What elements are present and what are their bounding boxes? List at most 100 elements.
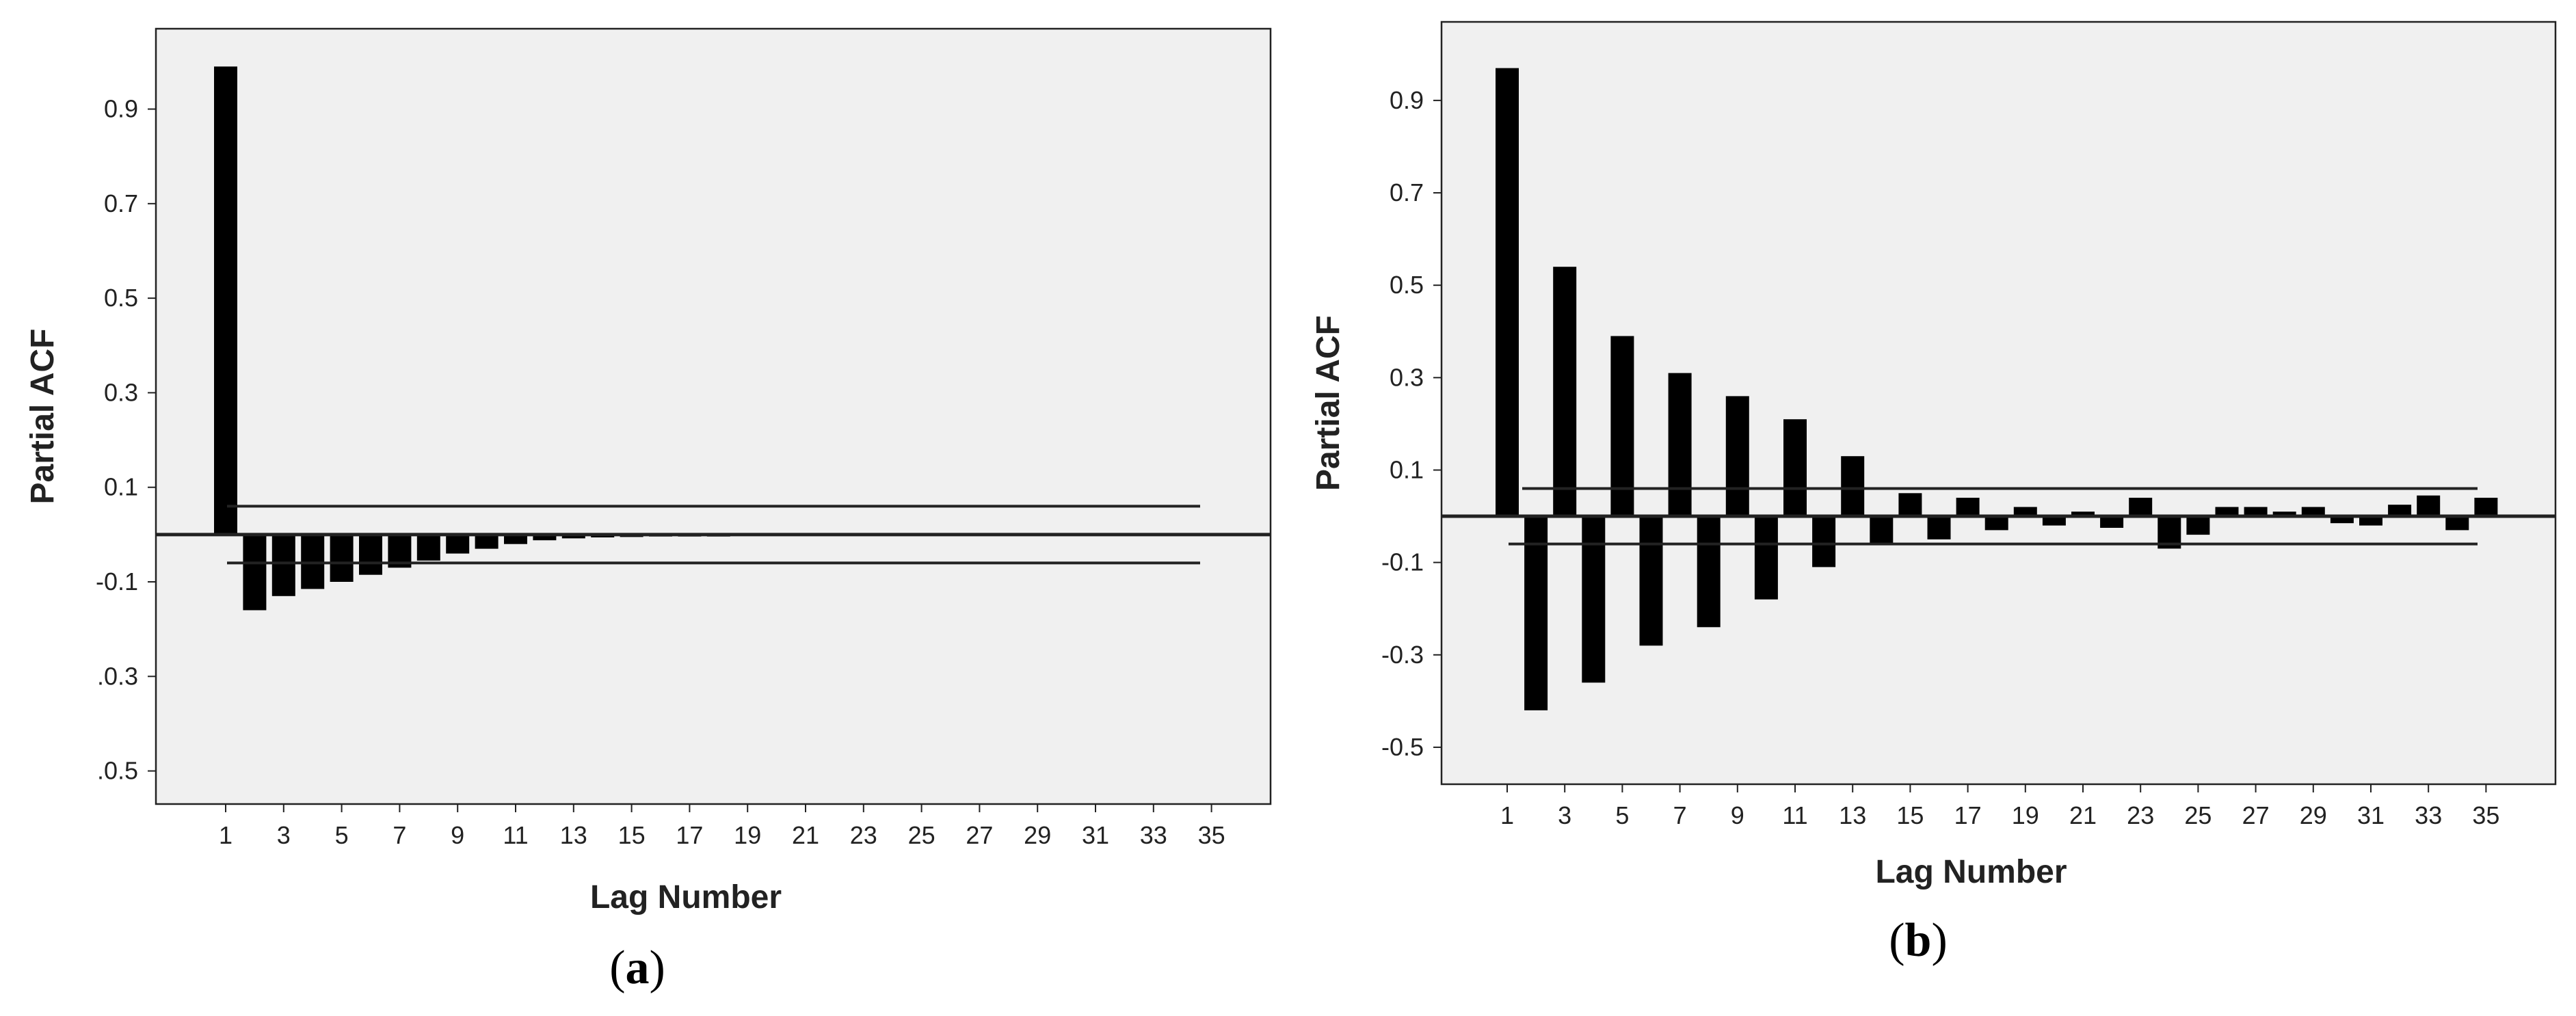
y-tick-label: -0.3 — [1381, 641, 1424, 669]
x-tick-label: 9 — [451, 821, 464, 849]
x-tick-label: 13 — [560, 821, 587, 849]
y-tick-label: 0.3 — [1390, 363, 1424, 391]
pacf-bar — [1783, 419, 1807, 517]
pacf-bar — [2186, 516, 2210, 535]
pacf-bar — [271, 534, 295, 596]
x-axis-title: Lag Number — [1875, 854, 2067, 890]
x-tick-label: 17 — [676, 821, 703, 849]
bar-series — [1496, 68, 2498, 710]
x-axis-ticks: 1 3 5 7 9 11 13 15 17 19 21 23 25 27 29 31 33 35 — [1500, 784, 2499, 829]
y-axis-title: Partial ACF — [1310, 315, 1346, 491]
y-tick-label: 0.5 — [1390, 271, 1424, 299]
pacf-bar — [1754, 516, 1778, 600]
y-tick-label: 0.7 — [104, 189, 138, 217]
x-tick-label: 11 — [1782, 801, 1807, 829]
x-tick-label: 5 — [335, 821, 349, 849]
y-tick-label: .0.5 — [97, 757, 138, 785]
x-tick-label: 3 — [1558, 801, 1571, 829]
pacf-bar — [416, 534, 440, 561]
pacf-bar — [2417, 495, 2441, 517]
y-axis-ticks: -0.5 -0.3 -0.1 0.1 0.3 0.5 0.7 0.9 — [1381, 86, 1442, 761]
chart-panel-a: .0.5.0.3-0.10.10.30.50.70.9 1 3 5 7 9 11 13 15 1… — [25, 27, 1272, 994]
pacf-bar — [504, 534, 527, 544]
pacf-bar — [1610, 336, 1634, 516]
x-tick-label: 29 — [2300, 801, 2327, 829]
pacf-bar — [1697, 516, 1721, 628]
y-axis-title: Partial ACF — [25, 329, 61, 505]
pacf-bar — [1812, 516, 1836, 567]
pacf-bar — [330, 534, 354, 582]
pacf-bar — [1496, 68, 1519, 517]
x-tick-label: 19 — [734, 821, 761, 849]
y-tick-label: 0.5 — [104, 284, 138, 312]
x-tick-label: 19 — [2012, 801, 2039, 829]
x-tick-label: 33 — [2415, 801, 2442, 829]
x-tick-label: 13 — [1839, 801, 1866, 829]
x-tick-label: 7 — [393, 821, 406, 849]
pacf-bar — [1725, 396, 1749, 517]
x-tick-label: 3 — [277, 821, 291, 849]
x-tick-label: 31 — [1082, 821, 1109, 849]
pacf-bar — [2042, 516, 2066, 526]
x-tick-label: 23 — [850, 821, 877, 849]
x-tick-label: 35 — [2472, 801, 2499, 829]
pacf-bar — [359, 534, 382, 575]
x-tick-label: 25 — [2184, 801, 2212, 829]
bar-series — [214, 66, 1223, 611]
x-tick-label: 33 — [1140, 821, 1167, 849]
x-tick-label: 29 — [1024, 821, 1051, 849]
x-tick-label: 1 — [1500, 801, 1514, 829]
y-tick-label: -0.1 — [1381, 548, 1424, 576]
pacf-bar — [1956, 498, 1980, 516]
pacf-bar — [2071, 511, 2095, 517]
pacf-bar — [2359, 516, 2382, 526]
x-tick-label: 1 — [219, 821, 233, 849]
pacf-bar — [1553, 267, 1577, 517]
y-tick-label: -0.5 — [1381, 733, 1424, 761]
pacf-bar — [1870, 516, 1894, 544]
x-tick-label: 11 — [503, 821, 528, 849]
y-tick-label: .0.3 — [97, 662, 138, 690]
pacf-bar — [2129, 498, 2153, 516]
pacf-bar — [561, 534, 585, 539]
pacf-bar — [2100, 516, 2124, 528]
pacf-bar — [1524, 516, 1548, 710]
pacf-bar — [2330, 516, 2354, 524]
x-tick-label: 17 — [1954, 801, 1982, 829]
x-tick-label: 21 — [2069, 801, 2097, 829]
pacf-bar — [2244, 507, 2268, 516]
pacf-bar — [2215, 507, 2239, 516]
y-tick-label: 0.7 — [1390, 178, 1424, 206]
plot-area — [155, 27, 1272, 805]
x-tick-label: 15 — [1896, 801, 1924, 829]
y-tick-label: 0.3 — [104, 378, 138, 406]
x-tick-label: 23 — [2127, 801, 2154, 829]
x-tick-label: 27 — [2242, 801, 2270, 829]
pacf-bar — [1639, 516, 1663, 646]
x-tick-label: 5 — [1615, 801, 1629, 829]
pacf-bar — [214, 66, 237, 535]
y-tick-label: 0.1 — [1390, 455, 1424, 483]
x-tick-label: 27 — [966, 821, 993, 849]
y-tick-label: 0.1 — [104, 473, 138, 501]
chart-panel-b: -0.5-0.3-0.10.10.30.50.70.9 1 3 5 7 9 11 13 15 1… — [1310, 21, 2557, 967]
panel-label-b: (b) — [1889, 914, 1948, 967]
pacf-bar — [1841, 456, 1865, 516]
pacf-bar — [1927, 516, 1951, 539]
pacf-bar — [446, 534, 470, 554]
pacf-bar — [475, 534, 499, 549]
pacf-bar — [1668, 373, 1692, 517]
x-tick-label: 9 — [1731, 801, 1744, 829]
pacf-bar — [1582, 516, 1606, 683]
pacf-bar — [2301, 507, 2325, 516]
x-tick-label: 35 — [1198, 821, 1225, 849]
pacf-bar — [1898, 493, 1922, 517]
x-axis-ticks: 1 3 5 7 9 11 13 15 17 19 21 23 25 27 29 31 33 35 — [219, 804, 1225, 849]
pacf-bar — [2272, 511, 2296, 517]
x-tick-label: 21 — [792, 821, 819, 849]
panel-label-a: (a) — [609, 941, 665, 994]
pacf-bar — [533, 534, 557, 541]
x-axis-title: Lag Number — [590, 879, 782, 915]
x-tick-label: 31 — [2357, 801, 2385, 829]
